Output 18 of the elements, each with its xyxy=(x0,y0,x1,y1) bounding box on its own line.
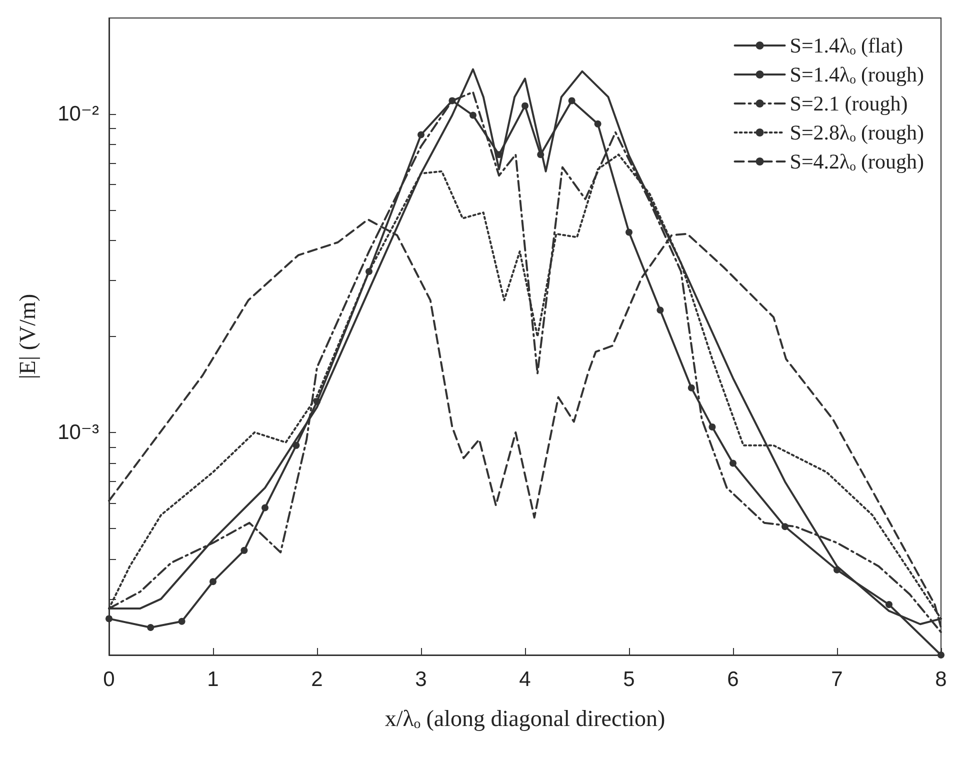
x-tick-label: 6 xyxy=(727,668,739,691)
x-tick-label: 2 xyxy=(311,668,323,691)
legend-label: S=2.8λₒ (rough) xyxy=(790,120,924,144)
legend-label: S=4.2λₒ (rough) xyxy=(790,150,924,174)
legend-label: S=2.1 (rough) xyxy=(790,92,908,116)
x-tick-label: 1 xyxy=(207,668,219,691)
x-tick-label: 8 xyxy=(935,668,947,691)
y-tick-label: 10⁻³ xyxy=(58,420,100,444)
legend-label: S=1.4λₒ (rough) xyxy=(790,62,924,86)
x-axis-title: x/λₒ (along diagonal direction) xyxy=(384,706,666,731)
x-tick-label: 5 xyxy=(623,668,635,691)
x-tick-label: 0 xyxy=(103,668,115,691)
x-tick-label: 3 xyxy=(415,668,427,691)
y-axis-title: |E| (V/m) xyxy=(15,294,40,380)
x-tick-label: 4 xyxy=(519,668,532,691)
y-tick-label: 10⁻² xyxy=(58,102,100,126)
x-tick-label: 7 xyxy=(831,668,843,691)
legend-label: S=1.4λₒ (flat) xyxy=(790,34,903,58)
